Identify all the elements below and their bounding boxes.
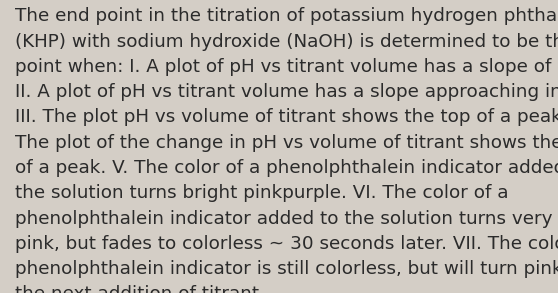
Text: The end point in the titration of potassium hydrogen phthalate
(KHP) with sodium: The end point in the titration of potass… — [15, 7, 558, 293]
